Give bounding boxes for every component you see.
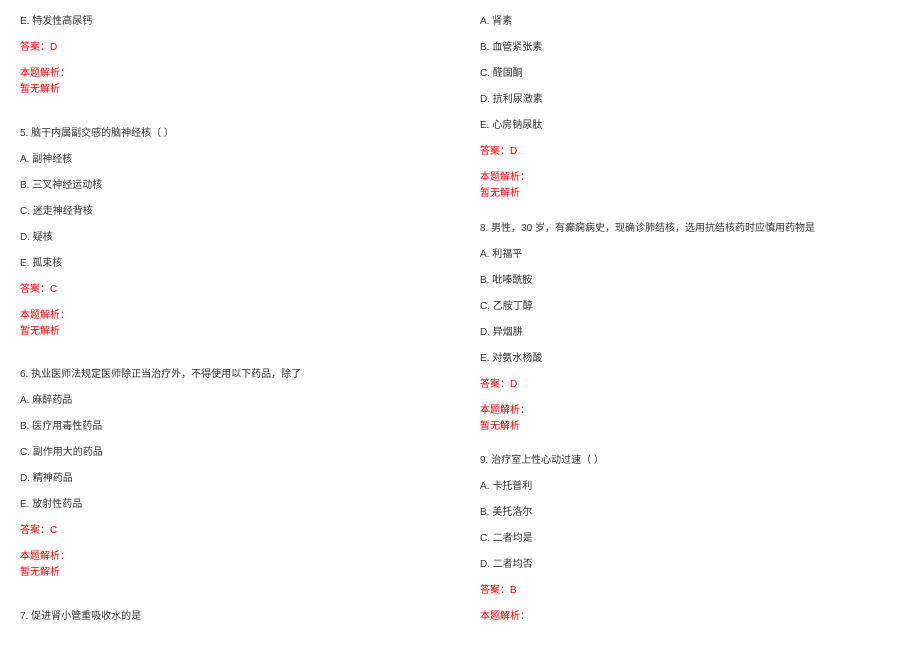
q8-option-e: E. 对氨水杨酸 [480, 352, 900, 366]
q5-option-d: D. 疑核 [20, 231, 440, 245]
q5-explain-label: 本题解析： [20, 309, 440, 323]
q6-option-a: A. 麻醉药品 [20, 394, 440, 408]
q8-explain-text: 暂无解析 [480, 420, 900, 434]
q6-explain-label: 本题解析： [20, 550, 440, 564]
q7-option-a: A. 肾素 [480, 15, 900, 29]
q9-explain-label: 本题解析： [480, 610, 900, 624]
left-column: E. 特发性高尿钙 答案：D 本题解析： 暂无解析 5. 脑干内属副交感的脑神经… [20, 15, 460, 636]
q7-stem: 7. 促进肾小管重吸收水的是 [20, 610, 440, 624]
q9-answer: 答案：B [480, 584, 900, 598]
q4-answer: 答案：D [20, 41, 440, 55]
q5-option-c: C. 迷走神经背核 [20, 205, 440, 219]
q9-stem: 9. 治疗室上性心动过速（ ） [480, 454, 900, 468]
q8-stem: 8. 男性，30 岁，有癫痫病史，现确诊肺结核，选用抗结核药时应慎用药物是 [480, 222, 900, 236]
q4-option-e: E. 特发性高尿钙 [20, 15, 440, 29]
q7-option-b: B. 血管紧张素 [480, 41, 900, 55]
q6-option-e: E. 放射性药品 [20, 498, 440, 512]
q9-option-d: D. 二者均否 [480, 558, 900, 572]
right-column: A. 肾素 B. 血管紧张素 C. 醛固酮 D. 抗利尿激素 E. 心房钠尿肽 … [460, 15, 900, 636]
q6-option-c: C. 副作用大的药品 [20, 446, 440, 460]
q7-option-e: E. 心房钠尿肽 [480, 119, 900, 133]
q5-explain-text: 暂无解析 [20, 325, 440, 339]
q8-option-d: D. 异烟肼 [480, 326, 900, 340]
q7-answer: 答案：D [480, 145, 900, 159]
spacer [20, 592, 440, 610]
q7-option-c: C. 醛固酮 [480, 67, 900, 81]
q8-explain-label: 本题解析： [480, 404, 900, 418]
q6-option-b: B. 医疗用毒性药品 [20, 420, 440, 434]
q5-stem: 5. 脑干内属副交感的脑神经核（ ） [20, 127, 440, 141]
q8-option-c: C. 乙胺丁醇 [480, 300, 900, 314]
q4-explain-label: 本题解析： [20, 67, 440, 81]
q5-answer: 答案：C [20, 283, 440, 297]
q5-option-b: B. 三叉神经运动核 [20, 179, 440, 193]
q7-option-d: D. 抗利尿激素 [480, 93, 900, 107]
q8-option-b: B. 吡嗪酰胺 [480, 274, 900, 288]
q6-option-d: D. 精神药品 [20, 472, 440, 486]
q9-option-c: C. 二者均是 [480, 532, 900, 546]
q7-explain-text: 暂无解析 [480, 187, 900, 201]
q8-option-a: A. 利福平 [480, 248, 900, 262]
q7-explain-label: 本题解析： [480, 171, 900, 185]
q5-option-a: A. 副神经核 [20, 153, 440, 167]
spacer [20, 351, 440, 369]
spacer [480, 446, 900, 455]
q9-option-a: A. 卡托普利 [480, 480, 900, 494]
spacer [20, 109, 440, 127]
q5-option-e: E. 孤束核 [20, 257, 440, 271]
spacer [480, 213, 900, 222]
q6-answer: 答案：C [20, 524, 440, 538]
q8-answer: 答案：D [480, 378, 900, 392]
q6-explain-text: 暂无解析 [20, 566, 440, 580]
q9-option-b: B. 美托洛尔 [480, 506, 900, 520]
q4-explain-text: 暂无解析 [20, 83, 440, 97]
q6-stem: 6. 执业医师法规定医师除正当治疗外，不得使用以下药品，除了 [20, 368, 440, 382]
